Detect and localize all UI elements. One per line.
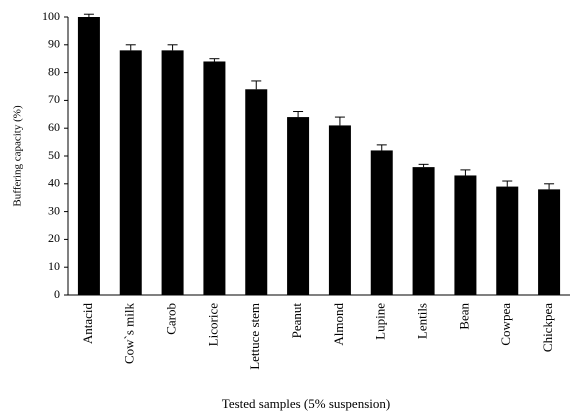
bar (119, 50, 142, 295)
x-tick-label: Peanut (289, 303, 304, 339)
x-tick-label: Licorice (205, 303, 220, 347)
y-tick-label: 60 (48, 120, 60, 134)
y-tick-label: 90 (48, 37, 60, 51)
bar (538, 189, 561, 295)
y-tick-label: 100 (42, 9, 60, 23)
y-tick-label: 0 (54, 287, 60, 301)
x-tick-label: Almond (331, 303, 346, 346)
x-tick-label: Chickpea (540, 303, 555, 352)
x-axis-title: Tested samples (5% suspension) (222, 396, 390, 411)
y-tick-label: 70 (48, 92, 60, 106)
bar (370, 150, 393, 295)
y-tick-label: 30 (48, 203, 60, 217)
y-tick-label: 40 (48, 176, 60, 190)
y-axis-title: Buffering capacity (%) (12, 105, 24, 207)
y-tick-label: 50 (48, 148, 60, 162)
bar (245, 89, 268, 295)
x-tick-label: Lupine (373, 303, 388, 340)
x-tick-label: Cowpea (498, 303, 513, 346)
bar (454, 175, 477, 295)
x-tick-label: Lettuce stem (247, 303, 262, 370)
y-tick-label: 20 (48, 231, 60, 245)
bar (328, 125, 351, 295)
y-tick-label: 80 (48, 64, 60, 78)
x-tick-label: Antacid (80, 303, 95, 345)
bar (161, 50, 184, 295)
bar (412, 167, 435, 295)
x-tick-label: Lentils (415, 303, 430, 339)
y-tick-label: 10 (48, 259, 60, 273)
x-tick-label: Carob (164, 303, 179, 335)
x-tick-label: Cow`s milk (122, 303, 137, 365)
bar (496, 186, 519, 295)
bar (77, 17, 100, 295)
x-tick-label: Bean (456, 303, 471, 330)
bar (287, 117, 310, 295)
bar (203, 61, 226, 296)
